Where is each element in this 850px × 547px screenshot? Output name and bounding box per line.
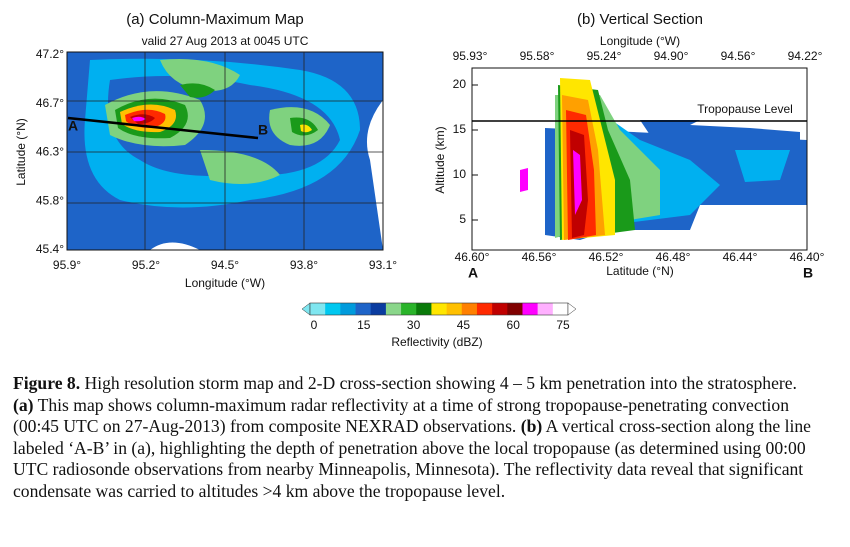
- y-tick-label: 47.2°: [36, 47, 64, 61]
- caption-text: This map shows column-maximum radar refl…: [13, 394, 790, 437]
- annotation: Tropopause Level: [697, 102, 793, 116]
- colorbar-swatch: [431, 303, 447, 315]
- y-axis-label: Latitude (°N): [14, 118, 28, 186]
- colorbar-swatch: [325, 303, 341, 315]
- colorbar-swatch: [537, 303, 554, 315]
- x-tick-label: 46.52°: [589, 250, 624, 264]
- caption-text: A vertical cross-section along the line …: [13, 416, 811, 501]
- section-line: [67, 116, 259, 140]
- x-tick-label: 46.40°: [790, 250, 825, 264]
- figure-label: Figure 8.: [13, 373, 81, 393]
- colorbar-tick-label: 15: [357, 318, 371, 332]
- colorbar-swatch: [355, 303, 372, 315]
- colorbar-swatch: [370, 303, 387, 315]
- y-tick-label: 10: [453, 167, 467, 181]
- x-tick-label: 46.56°: [522, 250, 557, 264]
- y-tick-label: 46.7°: [36, 96, 64, 110]
- caption: Figure 8. High resolution storm map and …: [13, 373, 813, 503]
- point-label: A: [68, 118, 78, 134]
- colorbar: 0 15 30 45 60 75: [301, 302, 577, 332]
- top-axis-label: Longitude (°W): [600, 34, 680, 48]
- caption-text: High resolution storm map and 2-D cross-…: [80, 373, 797, 393]
- colorbar-cap: [301, 302, 311, 316]
- colorbar-tick-label: 45: [457, 318, 471, 332]
- x-axis-label: Latitude (°N): [606, 264, 674, 278]
- y-axis-label: Altitude (km): [433, 126, 447, 193]
- part-label: (a): [13, 394, 34, 415]
- top-tick-label: 95.24°: [587, 49, 622, 63]
- end-label: A: [468, 265, 478, 281]
- x-tick-label: 46.48°: [656, 250, 691, 264]
- top-tick-label: 94.22°: [788, 49, 823, 63]
- panel-title: (a) Column-Maximum Map: [126, 11, 304, 28]
- colorbar-swatch: [476, 303, 493, 315]
- colorbar-swatch: [385, 303, 402, 315]
- panel-title: (b) Vertical Section: [577, 11, 703, 28]
- colorbar-swatch: [340, 303, 356, 315]
- x-axis-label: Longitude (°W): [185, 276, 265, 290]
- colorbar-cap: [567, 302, 577, 316]
- part-label: (b): [520, 416, 543, 437]
- end-label: B: [803, 265, 813, 281]
- y-tick-label: 15: [453, 122, 467, 136]
- colorbar-label: Reflectivity (dBZ): [391, 335, 482, 349]
- y-tick-label: 5: [459, 212, 466, 226]
- map-grid: [67, 52, 383, 250]
- colorbar-swatch: [310, 303, 326, 315]
- colorbar-tick-label: 60: [507, 318, 521, 332]
- colorbar-swatch: [507, 303, 523, 315]
- top-tick-label: 94.56°: [721, 49, 756, 63]
- colorbar-swatch: [492, 303, 508, 315]
- colorbar-tick-label: 75: [556, 318, 570, 332]
- y-tick-label: 45.8°: [36, 193, 64, 207]
- radar-section: [520, 78, 807, 240]
- x-tick-label: 95.2°: [132, 258, 160, 272]
- colorbar-swatch: [401, 303, 417, 315]
- colorbar-tick-label: 0: [311, 318, 318, 332]
- colorbar-swatch: [552, 303, 569, 315]
- y-tick-label: 20: [453, 77, 467, 91]
- top-tick-label: 95.58°: [520, 49, 555, 63]
- colorbar-swatch: [461, 303, 478, 315]
- panel-subtitle: valid 27 Aug 2013 at 0045 UTC: [142, 34, 309, 48]
- x-tick-label: 93.1°: [369, 258, 397, 272]
- top-tick-label: 95.93°: [453, 49, 488, 63]
- x-tick-label: 93.8°: [290, 258, 318, 272]
- top-tick-label: 94.90°: [654, 49, 689, 63]
- x-tick-label: 95.9°: [53, 258, 81, 272]
- colorbar-tick-label: 30: [407, 318, 421, 332]
- x-tick-label: 94.5°: [211, 258, 239, 272]
- x-tick-label: 46.60°: [455, 250, 490, 264]
- colorbar-swatch: [416, 303, 432, 315]
- x-tick-label: 46.44°: [723, 250, 758, 264]
- colorbar-swatch: [522, 303, 538, 315]
- y-tick-label: 46.3°: [36, 145, 64, 159]
- point-label: B: [258, 122, 268, 138]
- section-frame: [471, 67, 808, 251]
- figure: (a) Column-Maximum Map valid 27 Aug 2013…: [14, 11, 825, 349]
- y-tick-label: 45.4°: [36, 242, 64, 256]
- colorbar-swatch: [446, 303, 463, 315]
